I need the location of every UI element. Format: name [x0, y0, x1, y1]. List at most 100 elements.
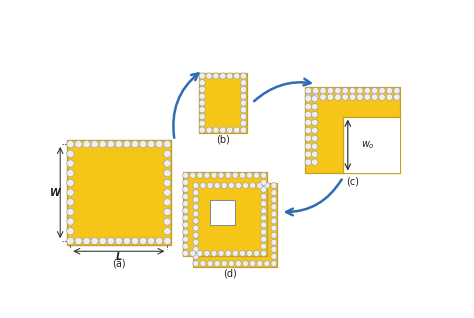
Circle shape: [271, 246, 277, 252]
Circle shape: [240, 120, 246, 127]
Circle shape: [221, 260, 227, 266]
Circle shape: [227, 127, 233, 133]
Circle shape: [200, 183, 206, 189]
Circle shape: [335, 87, 341, 94]
Circle shape: [193, 232, 199, 238]
Circle shape: [182, 172, 189, 178]
Circle shape: [182, 194, 189, 200]
Circle shape: [193, 204, 199, 210]
Circle shape: [254, 172, 260, 178]
Circle shape: [164, 160, 171, 167]
Circle shape: [327, 94, 334, 100]
Circle shape: [225, 250, 231, 256]
Circle shape: [199, 86, 205, 93]
Circle shape: [164, 150, 171, 157]
Circle shape: [311, 103, 318, 110]
Circle shape: [218, 172, 224, 178]
Circle shape: [164, 208, 171, 216]
Circle shape: [75, 141, 82, 148]
Circle shape: [271, 204, 277, 210]
Circle shape: [250, 183, 255, 189]
Circle shape: [271, 218, 277, 224]
Circle shape: [261, 172, 267, 178]
Circle shape: [199, 73, 205, 79]
Circle shape: [190, 250, 196, 256]
Circle shape: [147, 237, 155, 245]
Circle shape: [364, 94, 371, 100]
Text: (d): (d): [223, 268, 237, 278]
Circle shape: [311, 119, 318, 126]
Circle shape: [305, 87, 311, 94]
Circle shape: [311, 111, 318, 118]
Circle shape: [218, 250, 224, 256]
Circle shape: [240, 127, 246, 133]
Circle shape: [193, 246, 199, 252]
Circle shape: [193, 197, 199, 203]
Circle shape: [246, 172, 253, 178]
Circle shape: [305, 143, 311, 149]
Bar: [193, 183, 277, 266]
Circle shape: [240, 107, 246, 113]
Circle shape: [305, 135, 311, 142]
Circle shape: [67, 179, 74, 187]
Circle shape: [386, 87, 392, 94]
Circle shape: [193, 183, 199, 189]
Circle shape: [197, 172, 203, 178]
Text: (c): (c): [346, 176, 359, 186]
Circle shape: [131, 237, 139, 245]
Circle shape: [271, 197, 277, 203]
Circle shape: [228, 183, 234, 189]
Circle shape: [199, 120, 205, 127]
Circle shape: [75, 237, 82, 245]
Circle shape: [393, 87, 400, 94]
Circle shape: [243, 260, 248, 266]
Circle shape: [221, 183, 227, 189]
Circle shape: [123, 141, 130, 148]
Circle shape: [213, 127, 219, 133]
Circle shape: [240, 73, 246, 79]
Circle shape: [182, 229, 189, 235]
Circle shape: [342, 94, 348, 100]
Circle shape: [164, 179, 171, 187]
Circle shape: [379, 87, 385, 94]
Circle shape: [327, 87, 334, 94]
Circle shape: [349, 94, 356, 100]
Circle shape: [311, 143, 318, 149]
Circle shape: [386, 94, 392, 100]
Circle shape: [372, 94, 378, 100]
Circle shape: [220, 73, 226, 79]
Circle shape: [207, 183, 213, 189]
Circle shape: [155, 141, 163, 148]
Circle shape: [206, 73, 212, 79]
Circle shape: [193, 253, 199, 259]
Circle shape: [211, 172, 217, 178]
Circle shape: [182, 250, 189, 256]
Circle shape: [211, 250, 217, 256]
Circle shape: [67, 150, 74, 157]
Circle shape: [271, 211, 277, 217]
Circle shape: [234, 73, 240, 79]
Circle shape: [312, 87, 319, 94]
Circle shape: [164, 228, 171, 235]
Circle shape: [243, 183, 248, 189]
Circle shape: [214, 260, 220, 266]
Circle shape: [228, 260, 234, 266]
Circle shape: [67, 208, 74, 216]
Circle shape: [342, 87, 348, 94]
Circle shape: [91, 141, 98, 148]
Circle shape: [182, 236, 189, 242]
Circle shape: [190, 172, 196, 178]
Circle shape: [164, 141, 171, 148]
Circle shape: [250, 260, 255, 266]
Circle shape: [67, 160, 74, 167]
Circle shape: [67, 199, 74, 206]
Circle shape: [240, 100, 246, 106]
Circle shape: [225, 172, 231, 178]
Circle shape: [261, 215, 267, 221]
Circle shape: [131, 141, 139, 148]
Circle shape: [311, 151, 318, 157]
Bar: [67, 141, 171, 245]
Circle shape: [236, 183, 241, 189]
Circle shape: [199, 107, 205, 113]
Circle shape: [193, 239, 199, 245]
